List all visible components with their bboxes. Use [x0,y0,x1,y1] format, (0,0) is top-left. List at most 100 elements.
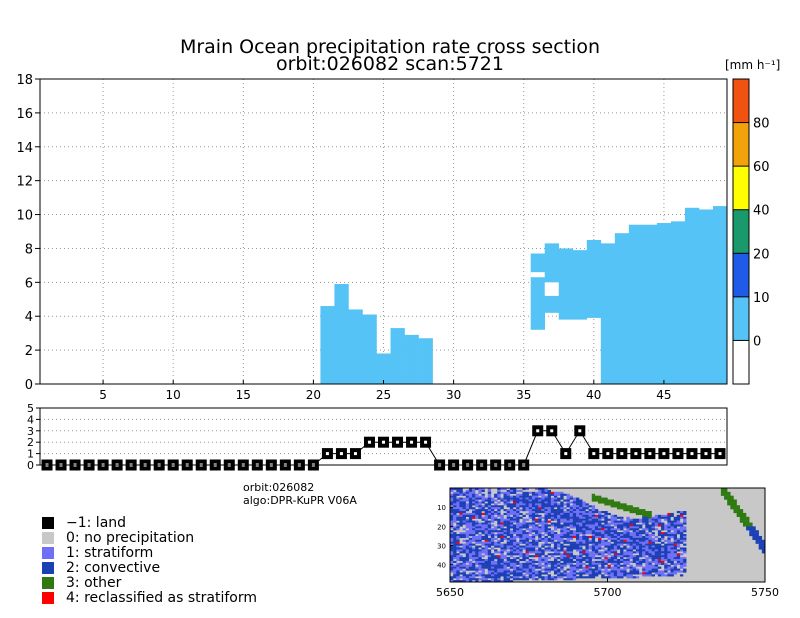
map-cell [462,505,466,508]
map-cell [503,545,507,548]
colorbar-segment [733,209,749,254]
map-cell [490,520,495,523]
map-cell [758,541,763,544]
map-cell [607,549,611,552]
map-cell [607,547,611,550]
map-cell [657,570,662,573]
map-cell [535,495,539,498]
map-cell [569,555,574,558]
map-cell [462,528,466,531]
map-cell [450,535,454,539]
map-cell [550,503,555,506]
map-cell [553,501,558,504]
map-cell [576,516,580,519]
map-cell [579,535,583,539]
map-cell [607,576,611,579]
map-cell [465,503,470,506]
map-cell [538,497,542,500]
map-cell [657,524,662,527]
map-cell [654,566,659,569]
map-cell [481,507,485,510]
map-cell [569,570,574,573]
map-cell [487,528,492,531]
map-cell [465,547,470,550]
map-cell [620,516,624,519]
map-cell [667,524,671,527]
map-cell [569,578,574,581]
map-cell [610,539,614,542]
map-cell [576,545,580,548]
map-cell [585,503,589,506]
map-cell [742,520,747,523]
map-cell [598,570,602,573]
map-cell [484,543,488,546]
map-cell [484,497,488,500]
map-cell [563,512,567,516]
map-cell [519,493,523,496]
map-cell [450,522,454,525]
map-cell [613,501,618,504]
map-cell [497,541,501,544]
map-cell [506,530,511,533]
map-cell [503,574,507,577]
map-cell [572,541,577,544]
x-tick-label: 5 [99,388,107,402]
map-cell [506,558,511,562]
map-cell [497,568,501,571]
map-cell [601,535,605,539]
legend-label: 2: convective [66,560,161,576]
map-cell [468,578,473,581]
map-cell [450,558,454,562]
map-cell [579,558,583,562]
map-cell [585,564,589,567]
map-cell [459,562,463,565]
map-cell [535,566,539,569]
map-cell [553,497,558,500]
map-cell [516,522,520,525]
map-cell [676,543,681,546]
map-cell [516,518,520,521]
map-cell [513,564,517,567]
map-cell [598,547,602,550]
map-cell [632,560,637,564]
map-cell [475,568,479,571]
map-cell [544,503,548,506]
map-cell [538,534,542,537]
map-cell [673,530,677,533]
map-cell [557,535,561,539]
map-cell [629,566,633,569]
map-cell [667,553,671,556]
map-cell [610,543,614,546]
map-cell [582,570,586,573]
map-cell [579,505,583,508]
map-cell [544,547,548,550]
map-cell [576,503,580,506]
map-cell [560,564,564,567]
map-cell [487,520,492,523]
map-cell [459,505,463,508]
map-cell [500,553,504,556]
map-cell [683,570,687,573]
map-cell [550,539,555,542]
map-cell [519,574,523,577]
map-cell [610,503,614,506]
map-cell [635,528,640,531]
map-cell [676,557,681,560]
map-cell [563,553,567,556]
map-cell [525,572,529,575]
map-cell [519,578,523,581]
map-cell [531,560,536,564]
colorbar-tick-label: 10 [753,291,770,306]
map-cell [576,522,580,525]
map-cell [579,518,583,521]
map-cell [513,514,517,517]
map-cell [538,522,542,525]
map-cell [623,535,627,539]
map-cell [553,499,558,502]
map-cell [676,553,681,556]
map-cell [497,520,501,523]
map-cell [635,518,640,521]
map-cell [456,516,460,519]
map-cell [453,488,457,491]
map-cell [607,534,611,537]
